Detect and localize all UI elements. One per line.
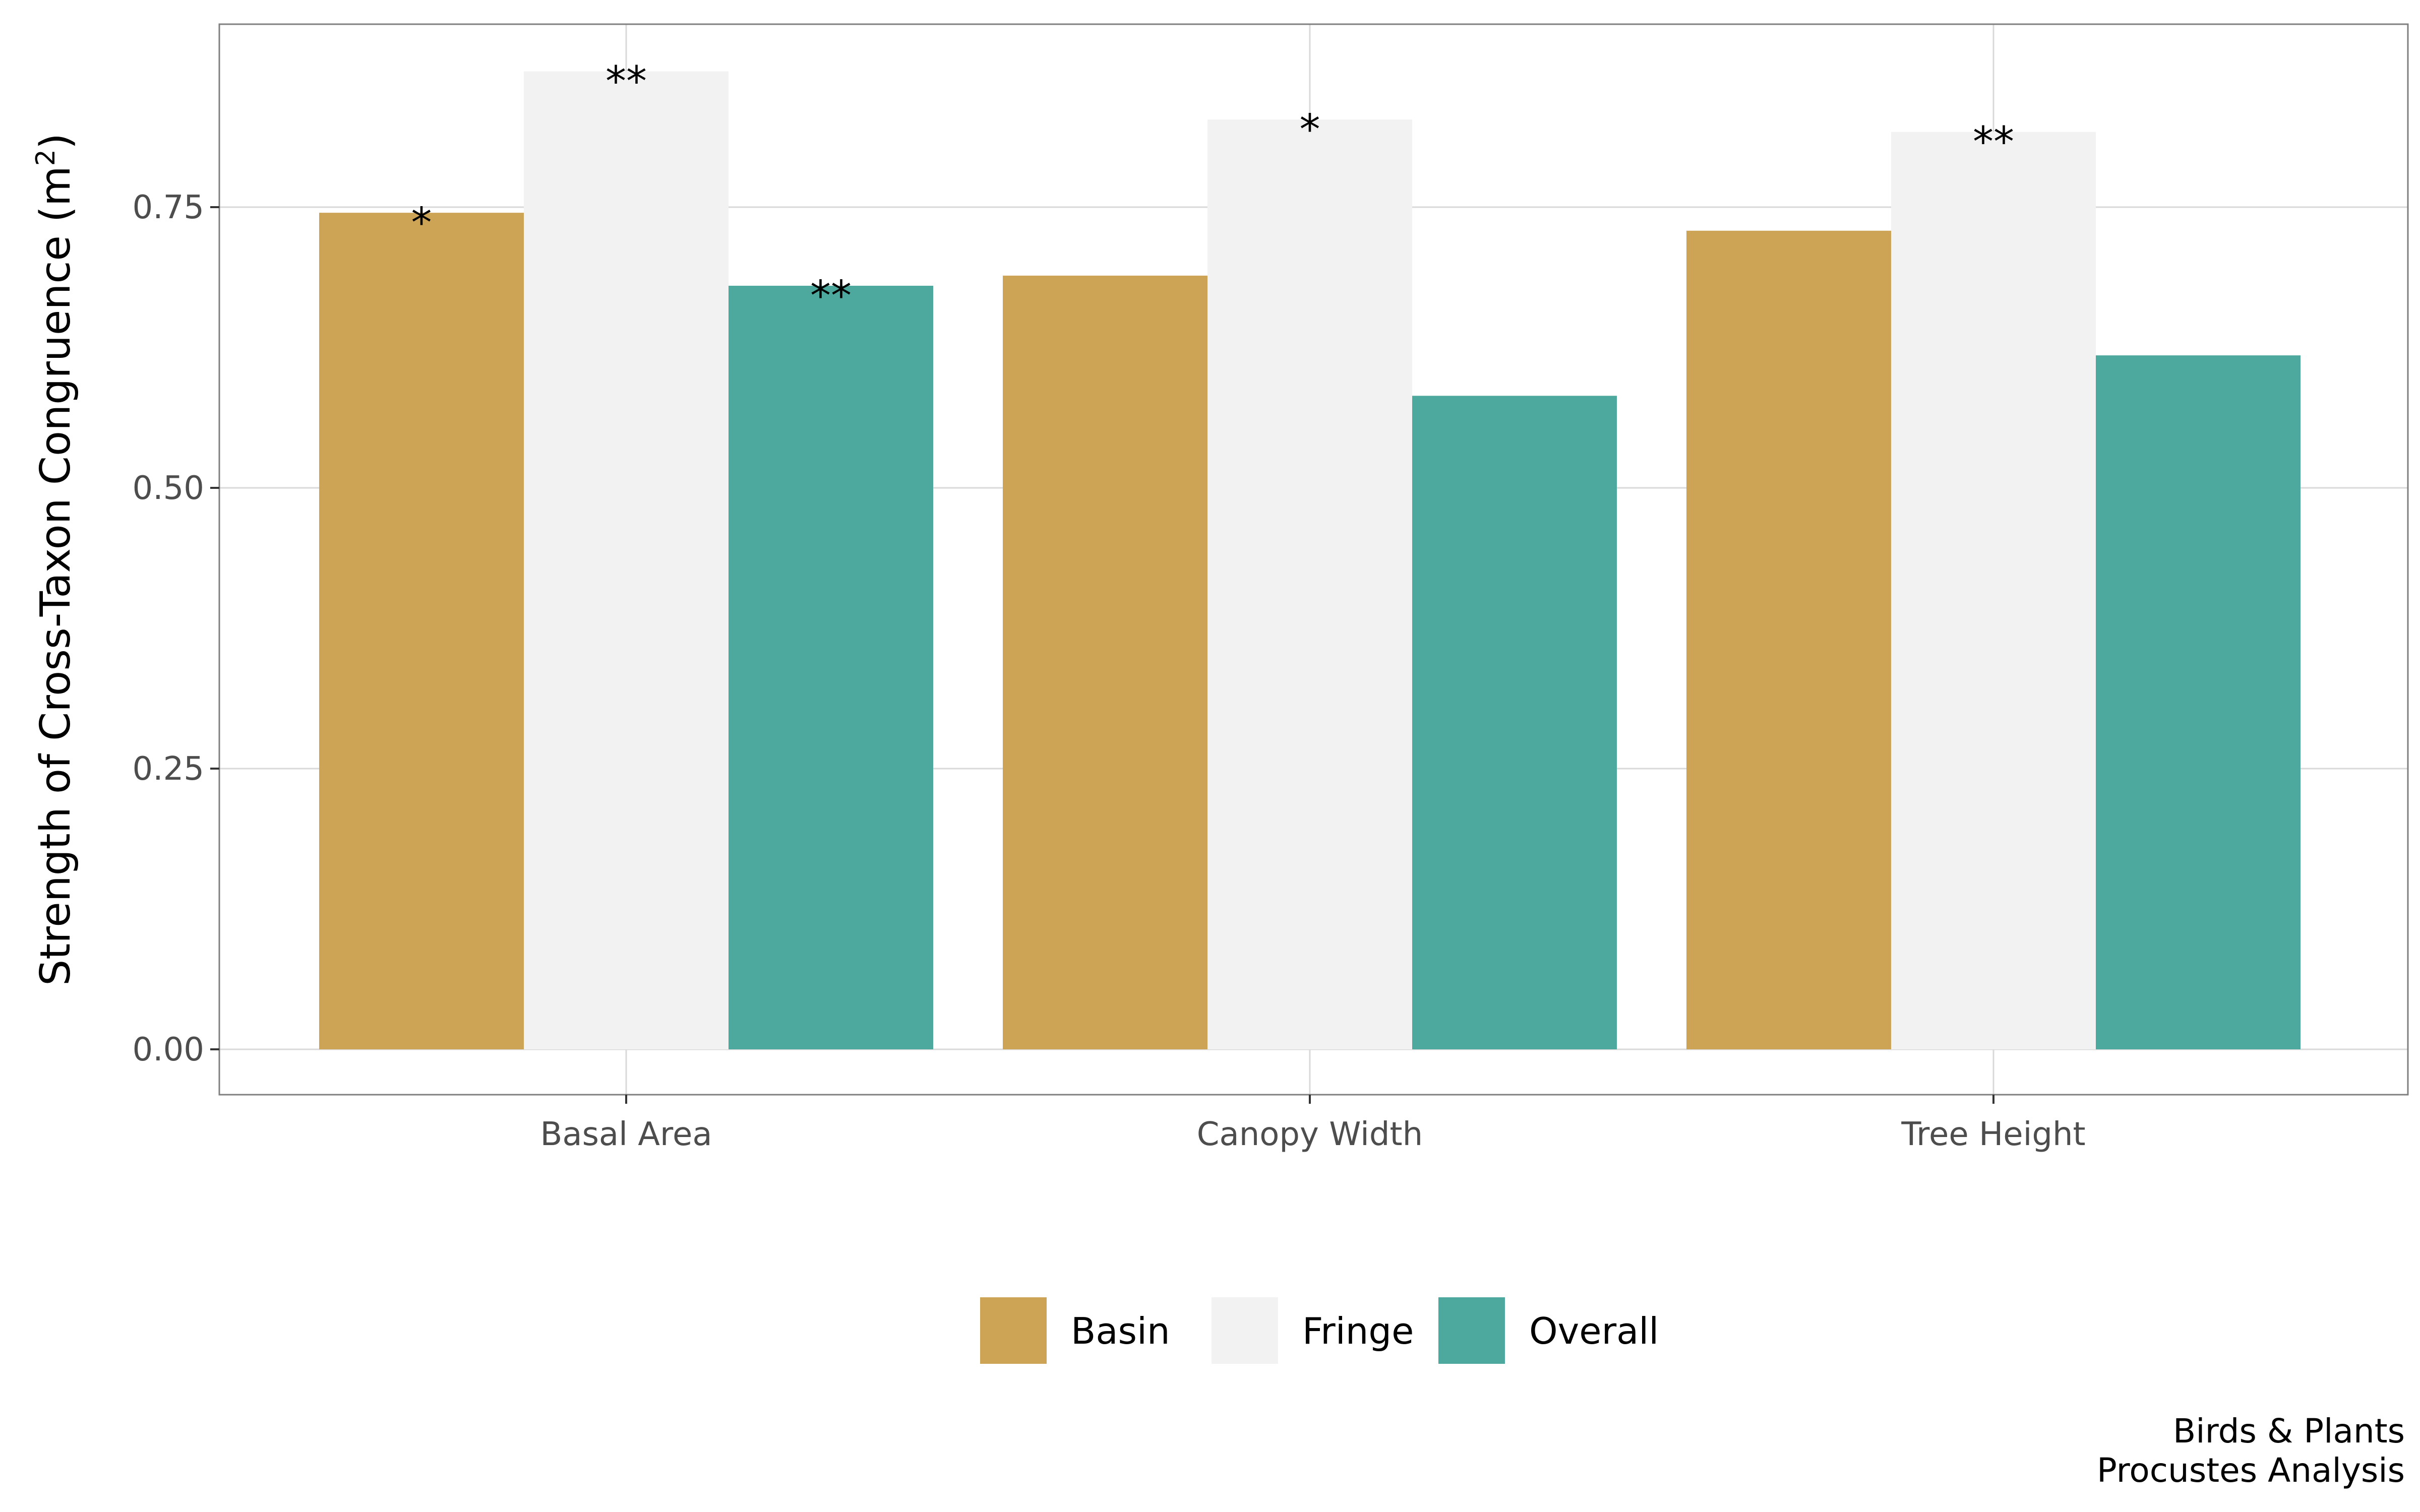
legend-label-fringe: Fringe <box>1302 1310 1414 1352</box>
significance-label: * <box>1300 106 1320 154</box>
legend-key-overall <box>1438 1297 1505 1364</box>
bar-fringe <box>1891 132 2096 1049</box>
legend-key-basin <box>980 1297 1047 1364</box>
bar-basin <box>1686 230 1891 1050</box>
y-axis-title-close: ) <box>32 133 80 149</box>
y-axis-title: Strength of Cross-Taxon Congruence (m2) <box>31 133 80 986</box>
bar-overall <box>1412 396 1617 1050</box>
bars <box>319 71 2301 1050</box>
x-tick-label: Canopy Width <box>1197 1116 1423 1153</box>
bar-basin <box>1003 275 1207 1050</box>
legend-label-basin: Basin <box>1071 1310 1170 1352</box>
y-tick-label: 0.25 <box>133 750 205 788</box>
x-tick-label: Basal Area <box>540 1116 712 1153</box>
plot-panel-border <box>218 23 2409 1096</box>
x-axis: Basal Area Canopy Width Tree Height <box>540 1095 2086 1153</box>
bar-basin <box>319 213 524 1049</box>
legend: Basin Fringe Overall <box>980 1297 1659 1364</box>
significance-label: ** <box>1973 118 2014 166</box>
bar-fringe <box>524 71 729 1050</box>
y-axis: 0.00 0.25 0.50 0.75 <box>133 189 219 1068</box>
significance-labels: **** **** <box>411 57 2015 320</box>
legend-key-fringe <box>1212 1297 1278 1364</box>
y-tick-label: 0.75 <box>133 189 205 226</box>
significance-label: ** <box>810 272 852 320</box>
y-tick-label: 0.50 <box>133 470 205 507</box>
caption-line: Birds & Plants <box>2173 1412 2405 1451</box>
caption-line: Procustes Analysis <box>2097 1451 2405 1490</box>
significance-label: * <box>411 199 432 247</box>
bar-overall <box>729 285 933 1050</box>
significance-label: ** <box>606 57 647 105</box>
legend-label-overall: Overall <box>1529 1310 1659 1352</box>
y-axis-title-text: Strength of Cross-Taxon Congruence (m <box>32 166 80 986</box>
bar-fringe <box>1207 119 1412 1049</box>
x-tick-label: Tree Height <box>1901 1116 2085 1153</box>
y-tick-label: 0.00 <box>133 1031 205 1068</box>
bar-overall <box>2096 355 2301 1050</box>
y-axis-title-superscript: 2 <box>31 149 61 166</box>
